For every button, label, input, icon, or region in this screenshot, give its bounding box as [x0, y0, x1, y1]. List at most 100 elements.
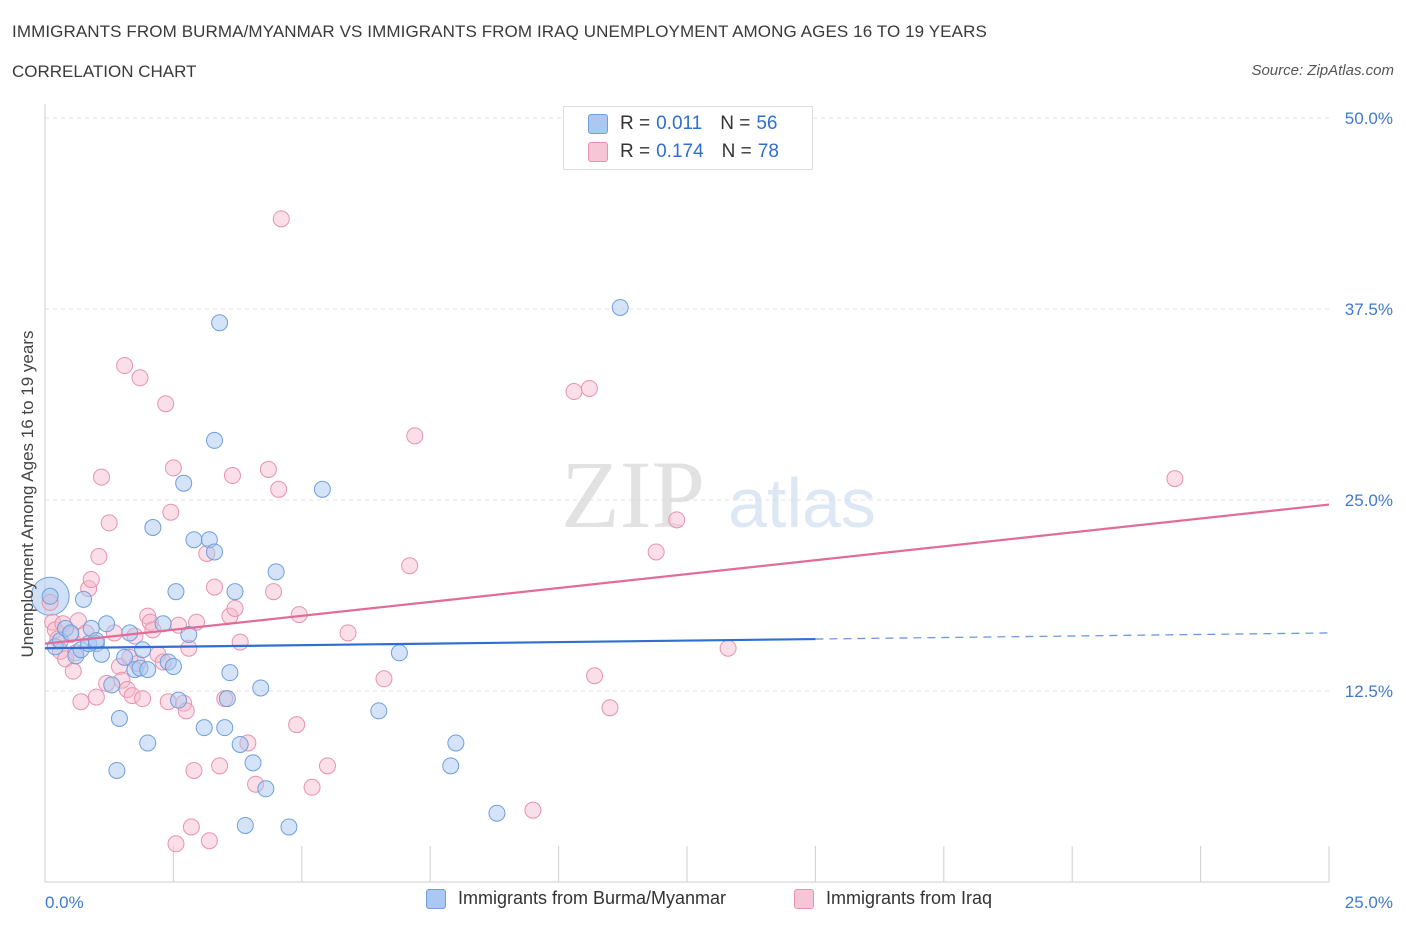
data-point-burma [164, 658, 182, 676]
data-point-burma [205, 543, 223, 561]
data-point-iraq [182, 818, 200, 836]
data-point-burma [195, 719, 213, 737]
data-point-iraq [303, 778, 321, 796]
series-legend: Immigrants from Burma/Myanmar Immigrants… [0, 888, 1406, 916]
data-point-burma [267, 563, 285, 581]
data-point-iraq [601, 699, 619, 717]
data-point-iraq [318, 757, 336, 775]
data-point-iraq [162, 503, 180, 521]
legend-r-value: 0.174 [656, 141, 704, 162]
data-point-iraq [69, 612, 87, 630]
data-point-burma [221, 664, 239, 682]
chart-title: IMMIGRANTS FROM BURMA/MYANMAR VS IMMIGRA… [12, 22, 987, 41]
data-point-iraq [211, 757, 229, 775]
data-point-burma [313, 480, 331, 498]
data-point-burma [205, 431, 223, 449]
data-point-burma [103, 676, 121, 694]
data-point-burma [218, 690, 236, 708]
y-axis-label: Unemployment Among Ages 16 to 19 years [18, 331, 37, 658]
x-tick-label: 25.0% [1345, 893, 1393, 912]
correlation-legend: R = 0.011 N = 56 R = 0.174 N = 78 [563, 106, 813, 170]
data-point-iraq [82, 570, 100, 588]
data-point-burma [447, 734, 465, 752]
data-point-iraq [100, 514, 118, 532]
data-point-burma [180, 625, 198, 643]
data-point-iraq [339, 624, 357, 642]
data-point-burma [108, 761, 126, 779]
series-legend-iraq: Immigrants from Iraq [794, 888, 992, 909]
data-point-burma [280, 818, 298, 836]
data-point-iraq [226, 599, 244, 617]
series-legend-iraq-label: Immigrants from Iraq [826, 888, 993, 908]
chart-subtitle: CORRELATION CHART [12, 62, 197, 81]
series-swatch-iraq [794, 888, 814, 909]
data-point-iraq [167, 835, 185, 853]
data-point-iraq [265, 583, 283, 601]
watermark-zip: ZIP [561, 441, 705, 548]
data-point-iraq [272, 210, 290, 228]
data-point-iraq [90, 548, 108, 566]
trendline-iraq [44, 503, 1330, 645]
legend-r-label: R = [620, 113, 651, 134]
series-swatch-burma [426, 888, 446, 909]
data-point-iraq [270, 480, 288, 498]
data-point-iraq [375, 670, 393, 688]
data-point-burma [236, 816, 254, 834]
data-point-burma [75, 590, 93, 608]
data-point-burma [98, 615, 116, 633]
data-point-iraq [134, 690, 152, 708]
data-point-burma [170, 691, 188, 709]
data-point-iraq [92, 468, 110, 486]
data-point-burma [488, 804, 506, 822]
data-point-burma [257, 780, 275, 798]
source-label: Source: ZipAtlas.com [1251, 62, 1394, 79]
data-point-iraq [157, 395, 175, 413]
data-point-burma [611, 298, 629, 316]
data-point-burma [134, 641, 152, 659]
legend-swatch-burma [588, 114, 608, 134]
series-legend-burma: Immigrants from Burma/Myanmar [426, 888, 726, 909]
data-point-burma [442, 757, 460, 775]
data-point-burma [211, 314, 229, 332]
y-tick-label: 25.0% [1345, 491, 1393, 510]
data-point-iraq [647, 543, 665, 561]
legend-row-iraq: R = 0.174 N = 78 [588, 140, 779, 164]
data-point-iraq [64, 662, 82, 680]
data-point-iraq [200, 832, 218, 850]
data-point-burma [244, 754, 262, 772]
data-point-burma [139, 661, 157, 679]
y-tick-label: 12.5% [1345, 682, 1393, 701]
data-point-iraq [565, 383, 583, 401]
data-point-burma [116, 648, 134, 666]
data-point-burma [87, 632, 105, 650]
data-point-iraq [231, 633, 249, 651]
y-tick-label: 50.0% [1345, 109, 1393, 128]
legend-r-value: 0.011 [656, 113, 703, 134]
trendline-burma-extension [815, 632, 1330, 640]
data-point-iraq [87, 688, 105, 706]
data-point-burma [252, 679, 270, 697]
series-legend-burma-label: Immigrants from Burma/Myanmar [458, 888, 727, 908]
data-point-iraq [259, 460, 277, 478]
data-point-burma [41, 587, 59, 605]
x-tick-label: 0.0% [45, 893, 84, 912]
data-point-burma [226, 583, 244, 601]
data-point-iraq [131, 369, 149, 387]
data-point-iraq [586, 667, 604, 685]
data-point-iraq [524, 801, 542, 819]
data-point-burma [110, 710, 128, 728]
data-point-iraq [580, 379, 598, 397]
data-point-iraq [72, 693, 90, 711]
data-point-burma [370, 702, 388, 720]
data-point-iraq [205, 578, 223, 596]
watermark: ZIP atlas [561, 441, 876, 548]
data-point-iraq [406, 427, 424, 445]
legend-swatch-iraq [588, 142, 608, 162]
data-point-burma [390, 644, 408, 662]
axis-layer: 12.5% 25.0% 37.5% 50.0% 0.0% 25.0% [44, 104, 1393, 912]
data-point-iraq [223, 467, 241, 485]
legend-n-label: N = [721, 141, 752, 162]
legend-n-value: 78 [757, 141, 779, 162]
data-point-burma [62, 624, 80, 642]
